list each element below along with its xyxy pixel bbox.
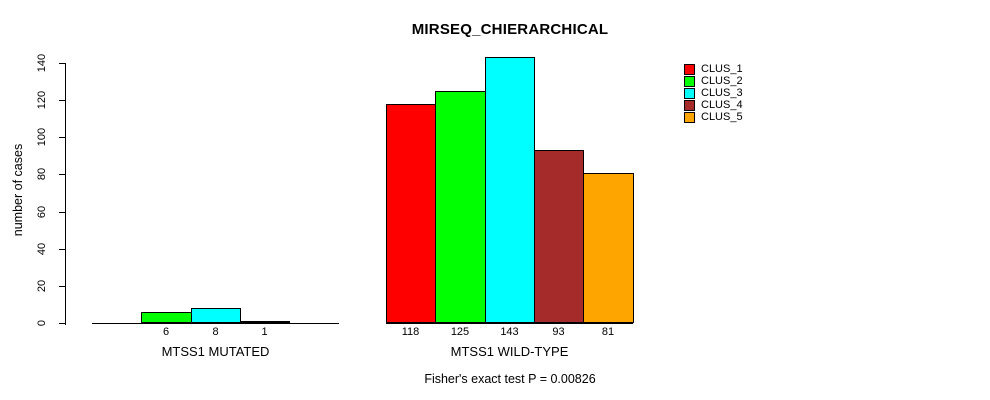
y-tick-label: 120	[36, 90, 48, 110]
group-label-mutated: MTSS1 MUTATED	[161, 344, 270, 359]
bar-clus_3-mutated	[191, 308, 241, 323]
legend-entry-clus_2: CLUS_2	[684, 75, 743, 87]
y-tick-label: 60	[36, 205, 48, 219]
legend-label: CLUS_2	[701, 75, 743, 87]
legend-swatch-icon	[684, 63, 695, 75]
legend-label: CLUS_5	[701, 111, 743, 123]
bar-clus_2-mutated	[141, 312, 192, 323]
legend-label: CLUS_3	[701, 87, 743, 99]
legend-swatch-icon	[684, 111, 695, 123]
bar-clus_4-mutated	[240, 321, 290, 323]
legend-entry-clus_1: CLUS_1	[684, 63, 743, 75]
bar-value-label: 118	[401, 326, 420, 338]
bar-clus_2-wild-type	[435, 91, 486, 323]
legend-entry-clus_5: CLUS_5	[684, 111, 743, 123]
bar-clus_3-wild-type	[485, 57, 535, 323]
y-axis-label: number of cases	[11, 143, 25, 237]
bar-value-label: 125	[450, 326, 470, 338]
legend-label: CLUS_4	[701, 99, 743, 111]
y-tick	[59, 286, 65, 287]
y-tick	[59, 63, 65, 64]
legend-label: CLUS_1	[701, 63, 743, 75]
group-label-wild-type: MTSS1 WILD-TYPE	[450, 344, 569, 359]
fisher-test-annotation: Fisher's exact test P = 0.00826	[424, 372, 596, 386]
y-tick-label: 0	[36, 319, 48, 327]
legend-entry-clus_4: CLUS_4	[684, 99, 743, 111]
bar-value-label: 93	[552, 326, 565, 338]
y-tick-label: 80	[36, 167, 48, 181]
chart-title: MIRSEQ_CHIERARCHICAL	[411, 21, 609, 38]
y-tick	[59, 249, 65, 250]
bar-value-label: 6	[162, 326, 170, 338]
bar-clus_4-wild-type	[534, 150, 584, 323]
y-tick	[59, 137, 65, 138]
y-tick	[59, 100, 65, 101]
legend-swatch-icon	[684, 87, 695, 99]
y-axis-line	[65, 63, 66, 325]
legend-swatch-icon	[684, 75, 695, 87]
y-tick-label: 140	[36, 53, 48, 73]
group-baseline	[92, 323, 339, 324]
bar-clus_5-wild-type	[583, 173, 634, 323]
bar-value-label: 143	[500, 326, 519, 338]
legend-entry-clus_3: CLUS_3	[684, 87, 743, 99]
legend-swatch-icon	[684, 99, 695, 111]
y-tick-label: 100	[36, 127, 48, 147]
group-baseline	[386, 323, 633, 324]
bar-value-label: 81	[601, 326, 615, 338]
y-tick	[59, 212, 65, 213]
y-tick-label: 20	[36, 279, 48, 293]
bar-clus_1-wild-type	[386, 104, 436, 323]
y-tick	[59, 174, 65, 175]
bar-value-label: 1	[261, 326, 268, 338]
y-tick-label: 40	[36, 242, 48, 256]
bar-value-label: 8	[212, 326, 219, 338]
y-tick	[59, 323, 65, 324]
